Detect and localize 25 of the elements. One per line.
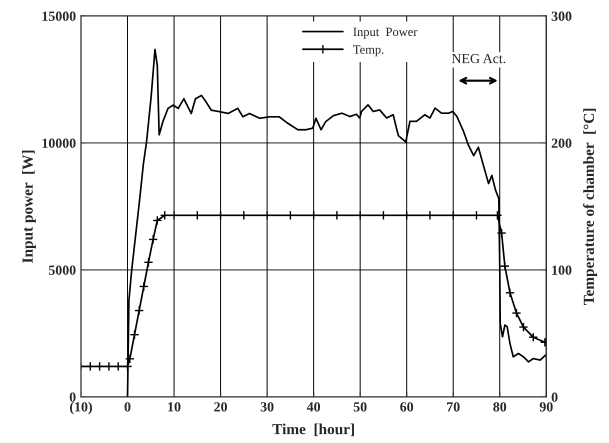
x-tick-label: 60	[400, 402, 414, 412]
x-tick-label: (10)	[70, 402, 92, 414]
x-tick-label: 40	[306, 402, 320, 412]
x-tick-label: 20	[214, 402, 227, 412]
x-tick-label: 50	[354, 402, 367, 412]
x-tick-label: 10	[168, 402, 180, 412]
x-tick-label: 80	[493, 402, 506, 412]
y-axis-title: Input power [W]	[22, 150, 36, 263]
annotation: NEG Act.	[452, 54, 506, 64]
x-tick-label: 30	[260, 402, 274, 412]
y2-tick-label: 200	[552, 138, 572, 148]
y-tick-label: 10000	[42, 138, 76, 148]
y2-axis-title: Temperature of chamber [°C]	[583, 108, 598, 306]
y2-tick-label: 100	[552, 266, 572, 275]
y2-tick-label: 300	[552, 12, 572, 21]
x-axis-title: Time [hour]	[272, 424, 354, 436]
y2-tick-label: 0	[552, 392, 558, 402]
x-tick-label: 0	[124, 402, 130, 412]
legend-label: Temp.	[353, 45, 384, 56]
x-tick-label: 90	[540, 402, 553, 412]
y-tick-label: 0	[70, 392, 76, 402]
legend-label: Input Power	[353, 28, 418, 39]
x-tick-label: 70	[447, 402, 460, 412]
y-tick-label: 15000	[42, 12, 76, 21]
y-tick-label: 5000	[48, 266, 76, 275]
